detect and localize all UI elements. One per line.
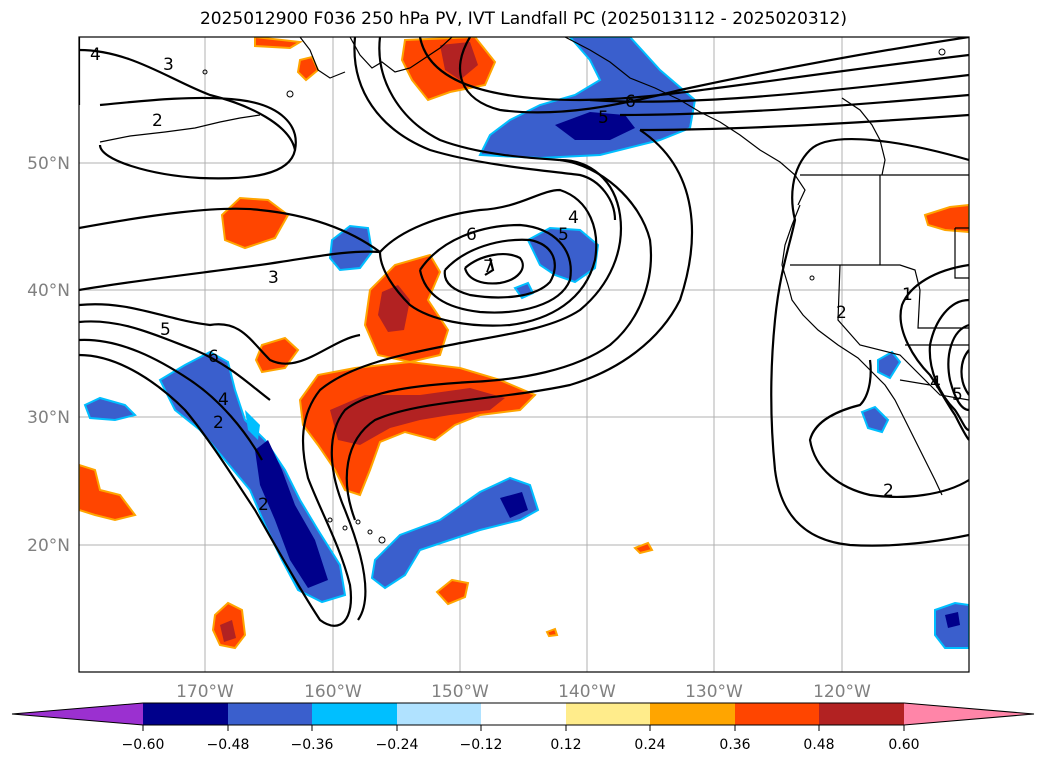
lat-label: 30°N — [27, 408, 70, 428]
lon-label: 120°W — [813, 682, 871, 702]
contour-label: 7 — [483, 257, 494, 277]
negative-anomaly-region — [945, 612, 960, 628]
contour-label: 5 — [160, 320, 171, 340]
map-area: 4 3 2 3 5 6 4 2 2 6 7 4 5 6 5 1 2 4 5 2 — [79, 37, 969, 672]
colorbar-tick-label: 0.36 — [719, 737, 750, 753]
contour-label: 6 — [625, 92, 636, 112]
positive-anomaly-region — [220, 620, 236, 642]
contour-label: 2 — [258, 495, 269, 515]
negative-anomaly-region — [245, 410, 260, 440]
colorbar-segment — [397, 703, 481, 725]
negative-anomaly-region — [526, 226, 600, 284]
positive-anomaly-region — [79, 463, 137, 522]
negative-anomaly-fills — [83, 37, 969, 649]
colorbar-tick-label: −0.60 — [122, 737, 165, 753]
positive-anomaly-region — [633, 541, 654, 555]
lon-label: 140°W — [558, 682, 616, 702]
colorbar-segment — [481, 703, 566, 725]
contour-label: 2 — [152, 111, 163, 131]
latitude-labels: 50°N 40°N 30°N 20°N — [27, 154, 70, 556]
pv-contours — [79, 37, 969, 627]
negative-anomaly-region — [255, 440, 328, 588]
contour-label: 4 — [218, 390, 229, 410]
positive-anomaly-region — [440, 42, 478, 80]
colorbar-segment — [312, 703, 397, 725]
contour-label: 5 — [598, 108, 609, 128]
coastlines — [99, 37, 969, 496]
lat-label: 40°N — [27, 281, 70, 301]
colorbar-tick-label: −0.24 — [376, 737, 419, 753]
lon-label: 160°W — [304, 682, 362, 702]
contour-label: 3 — [163, 55, 174, 75]
colorbar-segment — [143, 703, 228, 725]
colorbar: −0.60 −0.48 −0.36 −0.24 −0.12 0.12 0.24 … — [11, 702, 1035, 753]
colorbar-segment — [819, 703, 904, 725]
lat-label: 50°N — [27, 154, 70, 174]
contour-label: 4 — [568, 208, 579, 228]
colorbar-low-extension — [12, 703, 143, 725]
lon-label: 150°W — [431, 682, 489, 702]
map-frame — [78, 36, 970, 673]
contour-label: 1 — [902, 285, 913, 305]
contour-label: 6 — [466, 225, 477, 245]
contour-label: 2 — [213, 413, 224, 433]
positive-anomaly-region — [545, 627, 559, 638]
lon-label: 130°W — [685, 682, 743, 702]
contour-label: 5 — [952, 385, 963, 405]
colorbar-tick-label: 0.60 — [888, 737, 919, 753]
colorbar-tick-label: −0.12 — [460, 737, 503, 753]
colorbar-high-extension — [904, 703, 1034, 725]
negative-anomaly-region — [370, 476, 540, 590]
positive-anomaly-region — [254, 37, 304, 50]
negative-anomaly-region — [328, 224, 374, 272]
contour-label: 2 — [836, 303, 847, 323]
colorbar-segment — [228, 703, 312, 725]
positive-anomaly-region — [923, 203, 969, 234]
negative-anomaly-region — [83, 396, 137, 422]
contour-label: 3 — [268, 268, 279, 288]
map-title: 2025012900 F036 250 hPa PV, IVT Landfall… — [199, 9, 847, 29]
positive-anomaly-region — [296, 55, 320, 82]
negative-anomaly-region — [877, 350, 902, 380]
contour-label: 4 — [90, 45, 101, 65]
contour-label: 4 — [930, 373, 941, 393]
contour-labels: 4 3 2 3 5 6 4 2 2 6 7 4 5 6 5 1 2 4 5 2 — [90, 45, 963, 515]
positive-anomaly-region — [435, 578, 470, 606]
longitude-labels: 170°W 160°W 150°W 140°W 130°W 120°W — [176, 682, 871, 702]
colorbar-tick-label: −0.48 — [207, 737, 250, 753]
negative-anomaly-region — [860, 405, 890, 434]
colorbar-segment — [566, 703, 650, 725]
colorbar-ticks — [142, 725, 905, 731]
contour-label: 6 — [208, 347, 219, 367]
colorbar-tick-label: 0.12 — [550, 737, 581, 753]
colorbar-tick-label: 0.24 — [634, 737, 665, 753]
graticule — [79, 37, 969, 672]
contour-label: 2 — [883, 481, 894, 501]
lat-label: 20°N — [27, 536, 70, 556]
lon-label: 170°W — [176, 682, 234, 702]
negative-anomaly-region — [500, 492, 528, 518]
negative-anomaly-region — [555, 112, 635, 140]
colorbar-segment — [735, 703, 819, 725]
colorbar-segment — [650, 703, 735, 725]
colorbar-tick-label: −0.36 — [291, 737, 334, 753]
colorbar-tick-label: 0.48 — [803, 737, 834, 753]
positive-anomaly-region — [330, 388, 505, 445]
islands — [202, 48, 946, 544]
contour-label: 5 — [558, 225, 569, 245]
